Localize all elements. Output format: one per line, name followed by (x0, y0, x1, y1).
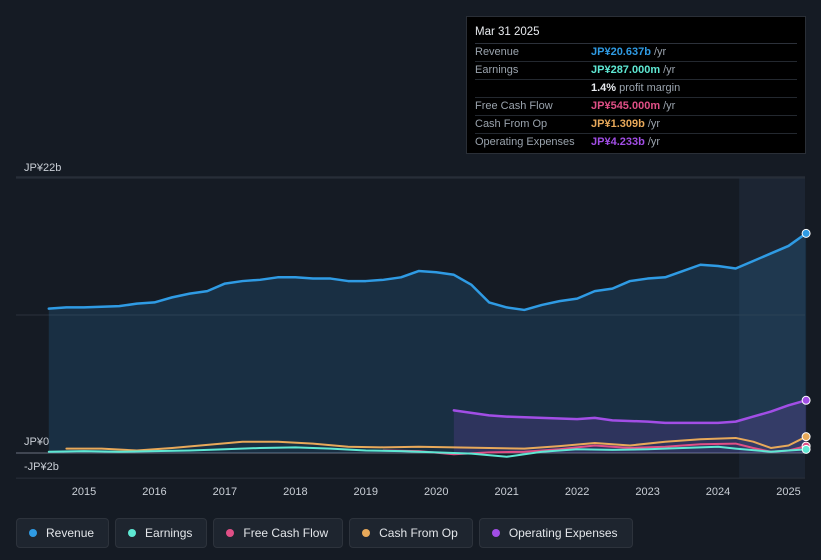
legend-dot-icon (362, 529, 371, 537)
tooltip-unit: /yr (663, 100, 676, 112)
legend-item-free-cash-flow[interactable]: Free Cash Flow (213, 518, 344, 548)
operating-expenses-area (453, 400, 807, 453)
legend-dot-icon (128, 529, 137, 537)
tooltip-unit: /yr (647, 118, 661, 130)
legend-label: Operating Expenses (508, 526, 618, 540)
tooltip-label: Earnings (475, 64, 519, 76)
y-tick-label: JP¥0 (24, 436, 49, 448)
earnings-line (47, 445, 808, 458)
operating-expenses-line (452, 399, 808, 425)
tooltip-row: 1.4% profit margin (475, 80, 797, 98)
x-tick-label: 2019 (354, 486, 378, 498)
tooltip-value: JP¥20.637b (591, 46, 651, 58)
tooltip-label: Free Cash Flow (475, 100, 553, 112)
x-tick-label: 2018 (283, 486, 307, 498)
chart-legend: Revenue Earnings Free Cash Flow Cash From O… (16, 518, 633, 548)
tooltip-row: Free Cash Flow JP¥545.000m/yr (475, 98, 797, 116)
x-tick-label: 2025 (776, 486, 800, 498)
legend-item-cash-from-op[interactable]: Cash From Op (349, 518, 473, 548)
tooltip-value: JP¥287.000m (591, 64, 661, 76)
tooltip-row: Operating Expenses JP¥4.233b/yr (475, 134, 797, 151)
y-tick-label: -JP¥2b (24, 461, 59, 473)
data-tooltip: Mar 31 2025 Revenue JP¥20.637b/yr Earnings… (466, 16, 806, 154)
legend-item-operating-expenses[interactable]: Operating Expenses (478, 518, 633, 548)
tooltip-unit: /yr (653, 46, 667, 58)
x-tick-label: 2024 (706, 486, 730, 498)
legend-label: Revenue (46, 526, 95, 540)
tooltip-label (475, 80, 591, 97)
legend-item-revenue[interactable]: Revenue (16, 518, 110, 548)
tooltip-value: JP¥545.000m (591, 100, 661, 112)
forecast-region (739, 178, 805, 478)
y-tick-label: JP¥22b (24, 162, 61, 174)
tooltip-unit: /yr (663, 64, 676, 76)
tooltip-value: 1.4% (591, 82, 617, 94)
legend-label: Earnings (145, 526, 193, 540)
legend-dot-icon (226, 529, 235, 537)
tooltip-value: JP¥4.233b (591, 136, 645, 148)
earnings-end-point (801, 444, 811, 454)
x-tick-label: 2015 (72, 486, 96, 498)
tooltip-row: Revenue JP¥20.637b/yr (475, 44, 797, 62)
tooltip-label: Operating Expenses (475, 136, 575, 148)
x-tick-label: 2021 (494, 486, 518, 498)
revenue-end-point (801, 228, 811, 238)
tooltip-unit: /yr (647, 136, 661, 148)
x-tick-label: 2020 (424, 486, 448, 498)
tooltip-row: Earnings JP¥287.000m/yr (475, 62, 797, 80)
legend-label: Cash From Op (379, 526, 458, 540)
tooltip-value: JP¥1.309b (591, 118, 645, 130)
legend-dot-icon (491, 529, 500, 537)
revenue-area (48, 233, 807, 453)
x-tick-label: 2023 (635, 486, 659, 498)
legend-label: Free Cash Flow (243, 526, 329, 540)
tooltip-label: Revenue (475, 46, 520, 58)
tooltip-label: Cash From Op (475, 118, 548, 130)
x-tick-label: 2017 (213, 486, 237, 498)
revenue-line (47, 232, 808, 312)
x-tick-label: 2016 (142, 486, 166, 498)
cash-from-op-line (65, 435, 808, 452)
operating-expenses-end-point (801, 395, 811, 405)
tooltip-row: Cash From Op JP¥1.309b/yr (475, 116, 797, 134)
tooltip-date: Mar 31 2025 (475, 25, 797, 44)
x-tick-label: 2022 (565, 486, 589, 498)
legend-dot-icon (29, 529, 37, 537)
tooltip-unit: profit margin (619, 82, 681, 94)
legend-item-earnings[interactable]: Earnings (115, 518, 208, 548)
cash-from-op-end-point (801, 432, 811, 442)
